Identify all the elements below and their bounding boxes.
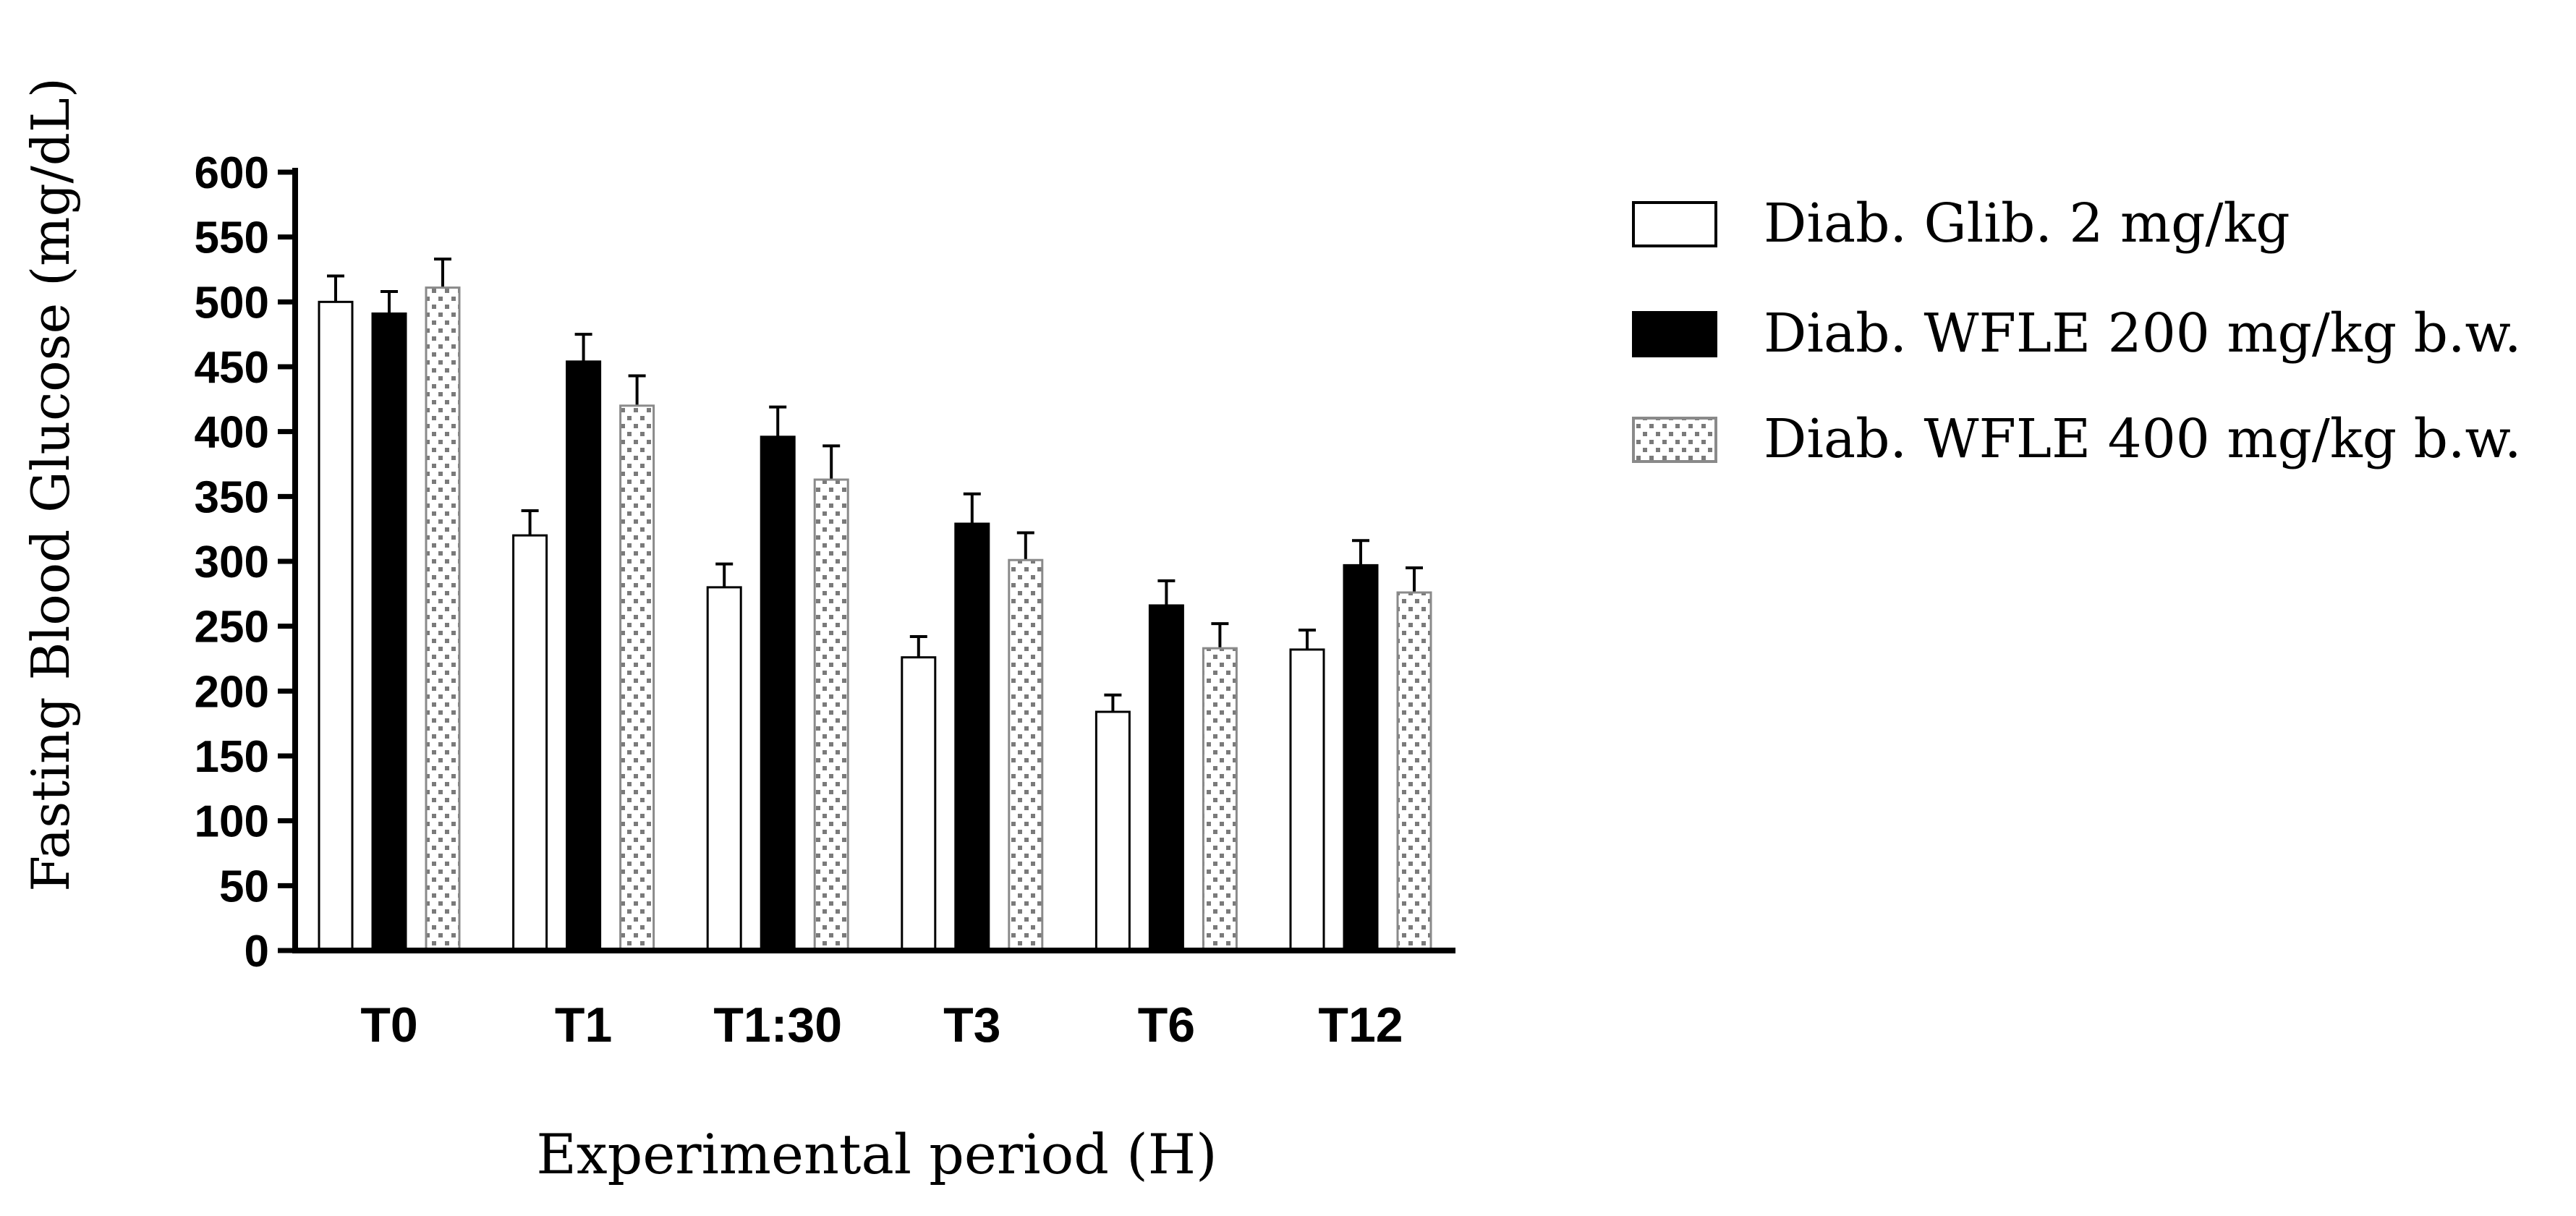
bar bbox=[760, 435, 796, 952]
bar bbox=[1094, 710, 1131, 952]
bar bbox=[1396, 591, 1432, 952]
bar bbox=[1289, 648, 1325, 952]
legend-label: Diab. Glib. 2 mg/kg bbox=[1764, 192, 2290, 255]
y-tick-label: 150 bbox=[195, 732, 269, 782]
legend-label: Diab. WFLE 200 mg/kg b.w. bbox=[1764, 302, 2522, 365]
y-tick-label: 250 bbox=[195, 603, 269, 652]
y-tick-label: 50 bbox=[219, 862, 269, 911]
x-tick-label: T3 bbox=[943, 998, 1000, 1053]
bar bbox=[706, 586, 742, 952]
y-tick-label: 500 bbox=[195, 278, 269, 328]
bar bbox=[1148, 604, 1184, 952]
bar bbox=[1343, 564, 1379, 952]
bar bbox=[901, 656, 937, 952]
bar bbox=[1202, 647, 1238, 952]
y-tick-label: 0 bbox=[245, 927, 269, 977]
bar bbox=[425, 286, 461, 952]
legend-label: Diab. WFLE 400 mg/kg b.w. bbox=[1764, 408, 2522, 470]
bar bbox=[954, 522, 990, 952]
x-tick-label: T6 bbox=[1138, 998, 1195, 1053]
bar bbox=[566, 360, 602, 952]
y-tick-label: 400 bbox=[195, 408, 269, 458]
y-tick-label: 350 bbox=[195, 472, 269, 522]
bar bbox=[1008, 558, 1044, 952]
x-tick-label: T0 bbox=[360, 998, 417, 1053]
x-axis-title: Experimental period (H) bbox=[536, 1122, 1217, 1186]
bar bbox=[512, 534, 548, 952]
y-tick-label: 550 bbox=[195, 213, 269, 263]
plot-area bbox=[318, 258, 1432, 952]
legend: Diab. Glib. 2 mg/kg Diab. WFLE 200 mg/kg … bbox=[1632, 192, 2522, 470]
legend-swatch bbox=[1632, 201, 1717, 247]
y-tick-label: 100 bbox=[195, 797, 269, 847]
bar bbox=[813, 478, 849, 952]
y-tick-label: 450 bbox=[195, 343, 269, 393]
legend-swatch bbox=[1632, 311, 1717, 357]
y-tick-label: 200 bbox=[195, 667, 269, 717]
y-tick-label: 600 bbox=[195, 148, 269, 198]
bar bbox=[619, 404, 655, 952]
y-tick-label: 300 bbox=[195, 537, 269, 587]
x-tick-label: T1:30 bbox=[713, 998, 842, 1053]
x-tick-label: T12 bbox=[1318, 998, 1403, 1053]
x-axis: T0 T1 T1:30 T3 T6 T12 bbox=[360, 998, 1403, 1053]
y-axis: 0 50 100 150 200 250 300 350 400 450 500 550 600 bbox=[195, 148, 295, 977]
x-tick-label: T1 bbox=[555, 998, 612, 1053]
legend-swatch bbox=[1632, 417, 1717, 463]
y-axis-title: Fasting Blood Glucose (mg/dL) bbox=[20, 77, 81, 892]
bar bbox=[371, 312, 407, 952]
bar bbox=[318, 300, 354, 952]
